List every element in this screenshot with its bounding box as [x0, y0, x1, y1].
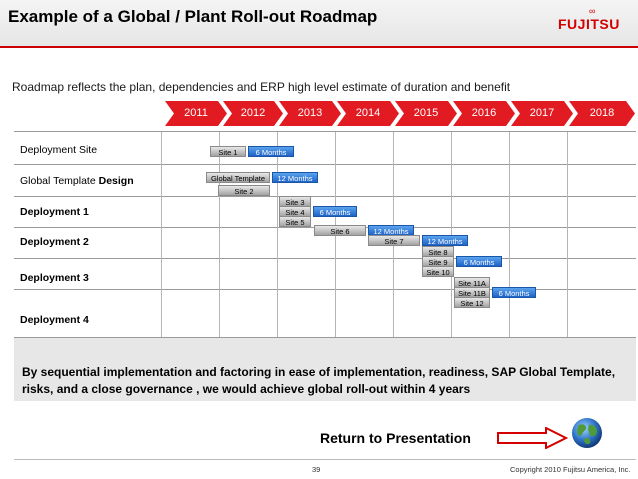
roadmap-grid: Deployment Site Global Template Design D… [14, 131, 636, 401]
year-2014: 2014 [337, 101, 399, 126]
fujitsu-logo-symbol: ∞ [589, 6, 596, 16]
year-2016: 2016 [453, 101, 515, 126]
row-divider [14, 164, 636, 165]
row-label-design-text: Design [98, 175, 134, 187]
copyright-text: Copyright 2010 Fujitsu America, Inc. [510, 465, 631, 474]
row-label-deployment-3: Deployment 3 [20, 272, 89, 284]
year-2011: 2011 [165, 101, 227, 126]
column-divider [277, 132, 278, 337]
column-divider [161, 132, 162, 337]
subtitle: Roadmap reflects the plan, dependencies … [12, 80, 511, 94]
row-label-global-template-text: Global Template [20, 175, 99, 187]
bar-site-4-duration: 6 Months [313, 206, 357, 217]
summary-note: By sequential implementation and factori… [14, 338, 636, 401]
year-2015: 2015 [395, 101, 457, 126]
year-2018: 2018 [569, 101, 635, 126]
bar-global-template-duration: 12 Months [272, 172, 318, 183]
column-divider [509, 132, 510, 337]
globe-icon[interactable] [570, 416, 604, 450]
column-divider [219, 132, 220, 337]
row-divider [14, 196, 636, 197]
row-divider [14, 337, 636, 338]
bar-site-7-duration: 12 Months [422, 235, 468, 246]
bar-site-12: Site 12 [454, 297, 490, 308]
slide-title: Example of a Global / Plant Roll-out Roa… [8, 7, 378, 26]
row-label-deployment-4: Deployment 4 [20, 314, 89, 326]
row-label-deployment-2: Deployment 2 [20, 236, 89, 248]
year-2017: 2017 [511, 101, 573, 126]
year-2013: 2013 [279, 101, 341, 126]
bar-site-2: Site 2 [218, 185, 270, 196]
right-arrow-icon[interactable] [496, 427, 568, 449]
header-band [0, 0, 638, 46]
row-label-global-template-design: Global Template Design [20, 175, 134, 187]
year-timeline: 2011 2012 2013 2014 2015 2016 2017 2018 [0, 101, 638, 126]
column-divider [567, 132, 568, 337]
return-to-presentation-link[interactable]: Return to Presentation [320, 430, 471, 446]
row-label-deployment-1: Deployment 1 [20, 206, 89, 218]
row-divider [14, 258, 636, 259]
bar-site-1: Site 1 [210, 146, 246, 157]
column-divider [451, 132, 452, 337]
bar-site-6: Site 6 [314, 225, 366, 236]
bar-site-5: Site 5 [279, 216, 311, 227]
bar-site-7: Site 7 [368, 235, 420, 246]
footer-divider [14, 459, 636, 460]
row-label-deployment-site: Deployment Site [20, 144, 98, 156]
year-2012: 2012 [223, 101, 283, 126]
row-divider [14, 289, 636, 290]
page-number: 39 [312, 465, 321, 474]
bar-site-11b-duration: 6 Months [492, 287, 536, 298]
bar-site-1-duration: 6 Months [248, 146, 294, 157]
bar-site-9-duration: 6 Months [456, 256, 502, 267]
header-divider [0, 46, 638, 48]
fujitsu-logo: FUJITSU [558, 16, 620, 32]
bar-global-template: Global Template [206, 172, 270, 183]
bar-site-10: Site 10 [422, 266, 454, 277]
